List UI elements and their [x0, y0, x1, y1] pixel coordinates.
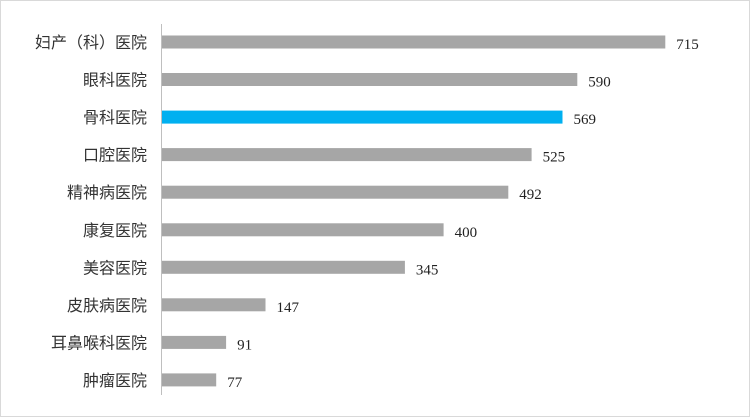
category-label: 口腔医院	[83, 146, 147, 165]
category-label: 妇产（科）医院	[35, 33, 147, 52]
bars-layer	[162, 35, 666, 387]
category-label: 皮肤病医院	[67, 296, 147, 315]
value-label: 77	[227, 375, 243, 391]
value-label: 400	[455, 225, 478, 241]
value-label: 492	[519, 187, 542, 203]
value-label: 715	[676, 37, 699, 53]
bar	[162, 373, 217, 387]
bar-highlighted	[162, 110, 563, 124]
category-labels: 妇产（科）医院眼科医院骨科医院口腔医院精神病医院康复医院美容医院皮肤病医院耳鼻喉…	[35, 33, 147, 390]
category-label: 康复医院	[83, 221, 147, 240]
value-label: 147	[277, 300, 300, 316]
value-label: 525	[543, 150, 566, 166]
bar	[162, 260, 405, 274]
category-label: 耳鼻喉科医院	[51, 333, 147, 352]
bar	[162, 73, 578, 86]
category-label: 美容医院	[83, 258, 147, 277]
bar	[162, 223, 444, 237]
value-label: 590	[588, 75, 611, 91]
bar	[162, 185, 509, 199]
value-labels: 715 590 569 525 492 400 345 147 91 77	[227, 37, 699, 391]
category-label: 眼科医院	[83, 71, 147, 90]
bar	[162, 298, 266, 312]
value-label: 91	[237, 337, 252, 353]
value-label: 345	[416, 262, 439, 278]
bar	[162, 35, 666, 49]
category-label: 骨科医院	[83, 108, 147, 127]
bar	[162, 335, 227, 349]
bar	[162, 148, 532, 162]
category-label: 精神病医院	[67, 183, 147, 202]
category-label: 肿瘤医院	[83, 371, 147, 390]
value-label: 569	[574, 112, 597, 128]
